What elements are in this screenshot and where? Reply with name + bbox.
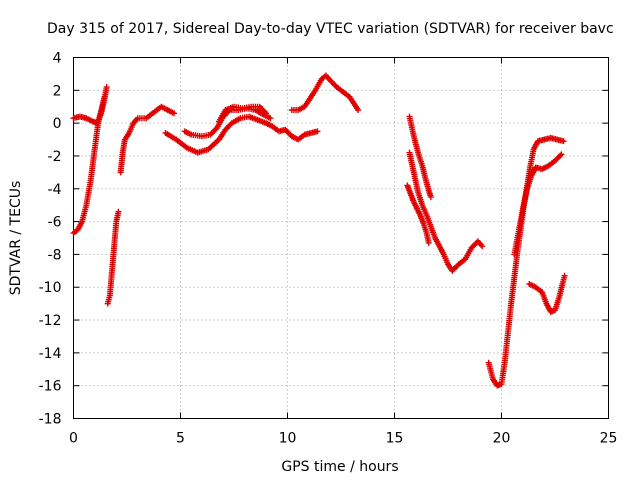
y-tick-label: 0 <box>53 116 62 132</box>
x-tick-label: 25 <box>600 431 618 447</box>
data-point-marker <box>314 128 321 135</box>
data-point-marker <box>101 93 108 100</box>
data-point-marker <box>561 272 568 279</box>
data-point-marker <box>427 193 434 200</box>
data-point-marker <box>171 110 178 117</box>
x-tick-label: 5 <box>176 431 185 447</box>
x-tick-label: 15 <box>386 431 404 447</box>
data-point-marker <box>425 239 432 246</box>
y-axis-label: SDTVAR / TECUs <box>8 181 24 296</box>
y-tick-label: -18 <box>39 412 62 428</box>
y-tick-label: -16 <box>39 379 62 395</box>
data-point-marker <box>355 107 362 114</box>
grid <box>73 57 609 419</box>
x-axis-label: GPS time / hours <box>281 459 398 475</box>
y-axis-ticks: 4 2 0 -2 -4 -6 -8 -10 -12 -14 -16 -18 <box>39 51 609 428</box>
x-tick-label: 10 <box>279 431 297 447</box>
data-point-marker <box>103 84 110 91</box>
plot-frame <box>73 57 609 419</box>
y-tick-label: 2 <box>53 83 62 99</box>
chart-title: Day 315 of 2017, Sidereal Day-to-day VTE… <box>47 21 614 37</box>
y-tick-label: -12 <box>39 313 62 329</box>
data-points <box>70 72 568 389</box>
x-tick-label: 20 <box>493 431 511 447</box>
y-tick-label: -10 <box>39 280 62 296</box>
data-point-marker <box>558 151 565 158</box>
y-tick-label: -4 <box>48 182 62 198</box>
x-axis-ticks: 0 5 10 15 20 25 <box>69 57 618 447</box>
data-point-marker <box>267 115 274 122</box>
y-tick-label: -2 <box>48 149 62 165</box>
y-tick-label: 4 <box>53 51 62 67</box>
x-tick-label: 0 <box>69 431 78 447</box>
data-point-marker <box>115 208 122 215</box>
data-point-marker <box>263 110 270 117</box>
data-point-marker <box>479 243 486 250</box>
y-tick-label: -8 <box>48 247 62 263</box>
y-tick-label: -14 <box>39 346 62 362</box>
data-point-marker <box>560 138 567 145</box>
y-tick-label: -6 <box>48 215 62 231</box>
